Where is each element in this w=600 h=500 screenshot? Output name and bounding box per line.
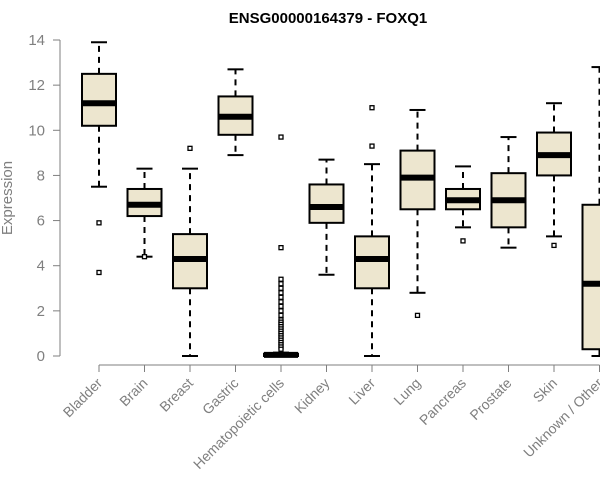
x-tick-label: Brain bbox=[116, 375, 150, 409]
x-tick-label: Kidney bbox=[291, 375, 333, 417]
outlier-point bbox=[551, 242, 557, 249]
box-liver bbox=[354, 105, 390, 357]
x-tick-label: Unknown / Other bbox=[520, 375, 600, 461]
y-tick-label: 6 bbox=[37, 213, 45, 230]
outlier-point bbox=[369, 143, 375, 149]
outlier-point bbox=[278, 134, 284, 140]
x-tick-label: Gastric bbox=[199, 375, 242, 418]
y-tick-label: 8 bbox=[37, 167, 45, 184]
box-bladder bbox=[81, 41, 117, 276]
x-tick-label: Hematopoietic cells bbox=[190, 375, 287, 472]
outlier-point bbox=[278, 276, 284, 282]
box-iqr bbox=[354, 235, 390, 290]
outlier-point bbox=[278, 294, 284, 300]
box-brain bbox=[126, 167, 163, 260]
y-axis: 0 2 4 6 8 10 12 14 bbox=[28, 32, 61, 365]
x-tick-label: Skin bbox=[530, 375, 561, 406]
boxes-group bbox=[81, 41, 600, 358]
box-unknown-other bbox=[581, 66, 600, 357]
y-tick-label: 2 bbox=[37, 303, 45, 320]
box-breast bbox=[172, 145, 208, 357]
box-pancreas bbox=[445, 165, 481, 244]
x-tick-label: Liver bbox=[345, 375, 378, 408]
outlier-point bbox=[278, 312, 284, 319]
y-tick-label: 4 bbox=[37, 258, 45, 275]
x-tick-label: Breast bbox=[156, 375, 196, 415]
outlier-point bbox=[278, 245, 284, 251]
x-tick-label: Prostate bbox=[466, 375, 514, 423]
x-tick-label: Bladder bbox=[60, 375, 106, 421]
box-iqr bbox=[308, 183, 345, 224]
outlier-point bbox=[141, 254, 148, 260]
outlier-point bbox=[460, 238, 466, 244]
y-axis-label: Expression bbox=[0, 161, 16, 235]
box-iqr bbox=[81, 72, 117, 127]
y-tick-label: 0 bbox=[37, 348, 45, 365]
outlier-point bbox=[187, 145, 193, 151]
x-tick-label: Pancreas bbox=[416, 375, 469, 428]
outlier-point bbox=[278, 285, 284, 291]
outlier-point bbox=[278, 346, 284, 352]
box-lung bbox=[399, 108, 436, 319]
box-kidney bbox=[308, 158, 345, 276]
outlier-point bbox=[96, 220, 102, 226]
box-prostate bbox=[490, 136, 527, 249]
outlier-point bbox=[278, 299, 284, 305]
outlier-point bbox=[96, 269, 102, 276]
chart-title: ENSG00000164379 - FOXQ1 bbox=[229, 10, 427, 27]
outlier-point bbox=[414, 312, 421, 319]
box-skin bbox=[536, 102, 572, 249]
y-tick-label: 10 bbox=[28, 122, 45, 139]
outlier-point bbox=[278, 308, 284, 314]
box-hematopoietic-cells bbox=[263, 134, 299, 358]
y-tick-label: 14 bbox=[28, 32, 45, 49]
box-gastric bbox=[217, 68, 254, 157]
outlier-point bbox=[278, 290, 284, 296]
outlier-point bbox=[278, 303, 284, 309]
box-iqr bbox=[581, 203, 600, 351]
outlier-point bbox=[278, 281, 284, 287]
y-tick-label: 12 bbox=[28, 77, 45, 94]
x-tick-label: Lung bbox=[390, 375, 423, 408]
outlier-point bbox=[369, 105, 375, 111]
